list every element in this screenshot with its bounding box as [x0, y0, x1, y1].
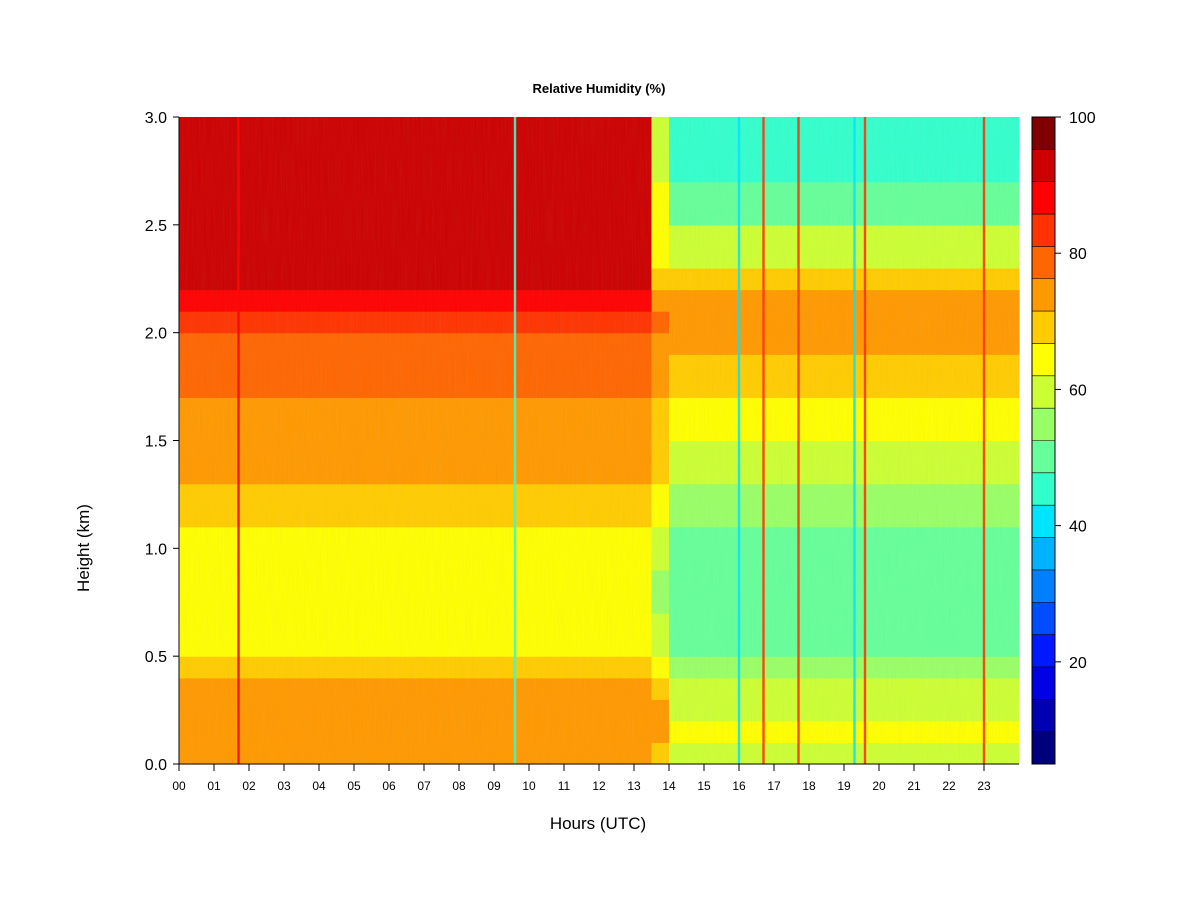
colorbar-segment: [1032, 440, 1055, 474]
y-tick-label: 0.5: [145, 649, 167, 666]
x-tick-label: 04: [312, 779, 326, 793]
x-axis: 00 01 02 03 04 05 06 07 08 09 10 11 12 13 14 15 16 17 18 19…: [172, 764, 991, 793]
y-tick-label: 0.0: [145, 757, 167, 774]
x-tick-label: 17: [767, 779, 781, 793]
colorbar-segment: [1032, 117, 1055, 150]
x-tick-label: 21: [907, 779, 921, 793]
y-tick-label: 2.0: [145, 326, 167, 343]
colorbar-segment: [1032, 246, 1055, 280]
colorbar-segment: [1032, 537, 1055, 571]
colorbar-segment: [1032, 634, 1055, 668]
x-tick-label: 07: [417, 779, 431, 793]
y-axis: 0.0 0.5 1.0 1.5 2.0 2.5 3.0: [145, 110, 179, 774]
x-tick-label: 06: [382, 779, 396, 793]
colorbar-segment: [1032, 343, 1055, 377]
colorbar-border: [1031, 116, 1056, 765]
colorbar-segment: [1032, 505, 1055, 538]
x-tick-label: 03: [277, 779, 291, 793]
colorbar-tick-label: 20: [1069, 655, 1087, 672]
x-tick-label: 09: [487, 779, 501, 793]
colorbar-tick-label: 100: [1069, 110, 1096, 127]
colorbar-segment: [1032, 602, 1055, 635]
colorbar-segment: [1032, 569, 1055, 603]
colorbar-tick-label: 60: [1069, 382, 1087, 399]
colorbar-tick-label: 80: [1069, 246, 1087, 263]
x-tick-label: 05: [347, 779, 361, 793]
x-tick-label: 00: [172, 779, 186, 793]
colorbar-segment: [1032, 149, 1055, 182]
x-tick-label: 22: [942, 779, 956, 793]
colorbar-tick-label: 40: [1069, 519, 1087, 536]
chart-title: Relative Humidity (%): [533, 81, 666, 96]
x-tick-label: 01: [207, 779, 221, 793]
x-tick-label: 16: [732, 779, 746, 793]
x-tick-label: 12: [592, 779, 606, 793]
x-tick-label: 18: [802, 779, 816, 793]
x-tick-label: 08: [452, 779, 466, 793]
colorbar-segment: [1032, 666, 1055, 700]
y-tick-label: 2.5: [145, 218, 167, 235]
y-tick-label: 3.0: [145, 110, 167, 127]
colorbar-segment: [1032, 699, 1055, 732]
colorbar-segment: [1032, 181, 1055, 215]
colorbar-segment: [1032, 472, 1055, 506]
colorbar-segment: [1032, 731, 1055, 765]
x-tick-label: 14: [662, 779, 676, 793]
colorbar: 20 40 60 80 100: [1031, 110, 1096, 765]
x-tick-label: 20: [872, 779, 886, 793]
colorbar-segment: [1032, 375, 1055, 409]
x-tick-label: 11: [558, 779, 571, 793]
y-tick-label: 1.0: [145, 541, 167, 558]
x-axis-label: Hours (UTC): [550, 814, 646, 833]
x-tick-label: 19: [837, 779, 851, 793]
texture-overlay: [179, 117, 1019, 764]
x-tick-label: 02: [242, 779, 256, 793]
colorbar-segment: [1032, 408, 1055, 441]
y-axis-label: Height (km): [74, 504, 93, 592]
x-tick-label: 13: [627, 779, 641, 793]
y-tick-label: 1.5: [145, 434, 167, 451]
colorbar-segment: [1032, 311, 1055, 344]
colorbar-segment: [1032, 214, 1055, 247]
x-tick-label: 23: [977, 779, 991, 793]
x-tick-label: 15: [697, 779, 711, 793]
x-tick-label: 10: [522, 779, 536, 793]
colorbar-segment: [1032, 278, 1055, 312]
